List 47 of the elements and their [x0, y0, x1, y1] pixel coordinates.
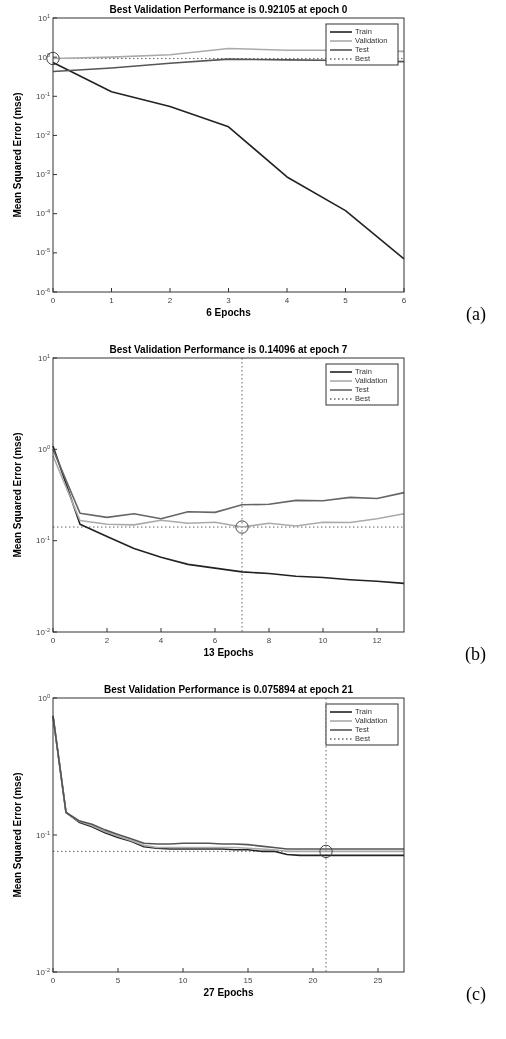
- x-tick-label: 10: [178, 976, 188, 985]
- y-tick-label: 10$^{-2}$: [36, 966, 50, 977]
- x-tick-label: 2: [104, 636, 110, 645]
- x-tick-label: 6: [401, 296, 407, 305]
- x-tick-label: 20: [308, 976, 318, 985]
- y-tick-label: 10$^{-4}$: [36, 208, 50, 219]
- y-axis-title: Mean Squared Error (mse): [12, 92, 23, 218]
- y-tick-label: 10$^{-1}$: [36, 90, 50, 101]
- y-tick-label: 10$^{-1}$: [36, 829, 50, 840]
- y-tick-label: 10$^{-2}$: [36, 129, 50, 140]
- y-tick-label: 10$^{-5}$: [36, 247, 50, 258]
- y-tick-label: 10$^{0}$: [37, 51, 50, 62]
- x-tick-label: 0: [50, 636, 56, 645]
- x-tick-label: 15: [243, 976, 253, 985]
- text: (b): [465, 644, 486, 665]
- x-tick-label: 2: [167, 296, 173, 305]
- x-tick-label: 3: [226, 296, 232, 305]
- y-tick-label: 10$^{1}$: [37, 352, 50, 363]
- y-tick-label: 10$^{-1}$: [36, 535, 50, 546]
- x-axis-title: 13 Epochs: [203, 647, 254, 658]
- x-tick-label: 12: [372, 636, 382, 645]
- x-tick-label: 8: [266, 636, 272, 645]
- x-tick-label: 0: [50, 296, 56, 305]
- y-axis-title: Mean Squared Error (mse): [12, 772, 23, 898]
- x-tick-label: 0: [50, 976, 56, 985]
- x-tick-label: 1: [109, 296, 115, 305]
- x-tick-label: 6: [212, 636, 218, 645]
- text: (a): [466, 304, 486, 325]
- chart-title: Best Validation Performance is 0.92105 at epoch 0: [109, 4, 348, 15]
- y-tick-label: 10$^{-6}$: [36, 286, 50, 297]
- y-tick-label: 10$^{-3}$: [36, 169, 50, 180]
- x-tick-label: 5: [115, 976, 121, 985]
- x-tick-label: 10: [318, 636, 328, 645]
- y-tick-label: 10$^{-2}$: [36, 626, 50, 637]
- chart-title: Best Validation Performance is 0.14096 at epoch 7: [109, 344, 348, 355]
- x-tick-label: 5: [343, 296, 349, 305]
- text: (c): [466, 984, 486, 1005]
- y-tick-label: 10$^{0}$: [37, 443, 50, 454]
- x-tick-label: 4: [158, 636, 164, 645]
- x-axis-title: 27 Epochs: [203, 987, 254, 998]
- y-tick-label: 10$^{0}$: [37, 692, 50, 703]
- y-tick-label: 10$^{1}$: [37, 12, 50, 23]
- x-tick-label: 25: [373, 976, 383, 985]
- x-axis-title: 6 Epochs: [206, 307, 252, 318]
- x-tick-label: 4: [284, 296, 290, 305]
- y-axis-title: Mean Squared Error (mse): [12, 432, 23, 558]
- chart-title: Best Validation Performance is 0.075894 at epoch 21: [103, 684, 354, 695]
